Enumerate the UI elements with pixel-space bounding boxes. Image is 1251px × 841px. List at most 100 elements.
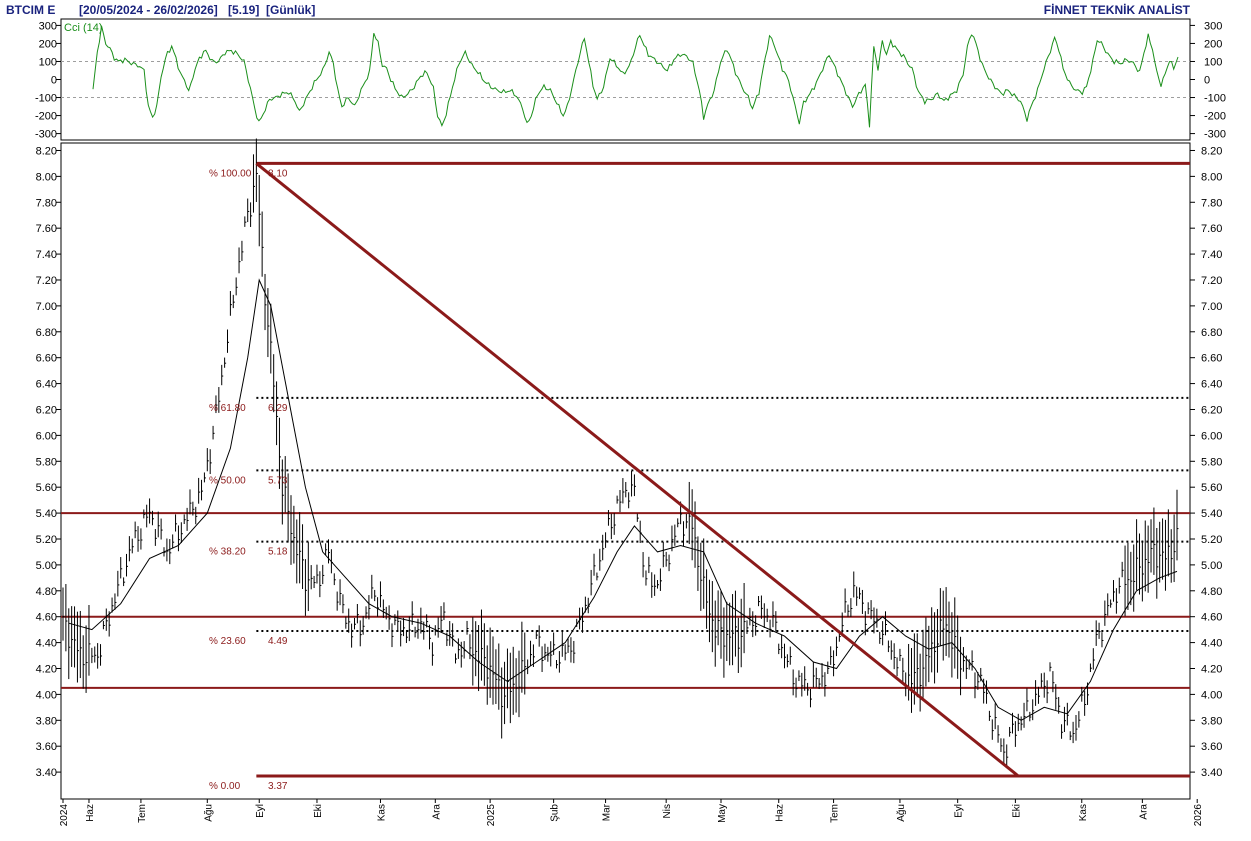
- x-tick-label: Eyl: [255, 804, 266, 818]
- chart-date-range: [20/05/2024 - 26/02/2026]: [79, 3, 218, 17]
- price-ytick-right: 7.80: [1201, 197, 1222, 209]
- x-tick-label: Eki: [313, 804, 324, 818]
- cci-ytick-right: 100: [1204, 56, 1222, 68]
- price-ytick-right: 4.20: [1201, 663, 1222, 675]
- x-tick-label: Ara: [1138, 804, 1149, 820]
- cci-ytick-right: -100: [1204, 93, 1226, 105]
- price-ytick-left: 7.60: [36, 223, 57, 235]
- x-tick-label: Nis: [662, 804, 673, 818]
- price-ytick-right: 5.20: [1201, 534, 1222, 546]
- price-ytick-right: 3.60: [1201, 741, 1222, 753]
- price-ytick-left: 3.80: [36, 715, 57, 727]
- x-tick-label: Kas: [1078, 804, 1089, 821]
- x-tick-label: Haz: [85, 804, 96, 822]
- price-panel-frame: [60, 142, 1191, 800]
- price-ytick-right: 7.60: [1201, 223, 1222, 235]
- cci-ytick-left: 0: [51, 75, 57, 87]
- fib-label: % 50.00: [209, 475, 246, 486]
- price-ytick-right: 5.00: [1201, 560, 1222, 572]
- cci-ytick-right: 0: [1204, 75, 1210, 87]
- fib-price: 5.18: [268, 547, 288, 558]
- chart-symbol: BTCIM E: [6, 3, 55, 17]
- price-ytick-right: 4.00: [1201, 689, 1222, 701]
- x-axis: 2024 Haz Tem Ağu Eyl Eki Kas Ara 2025 Şub Mar Nis Ma…: [59, 799, 1204, 827]
- chart-last-price: [5.19]: [228, 3, 259, 17]
- x-tick-label: 2025: [486, 804, 497, 827]
- cci-ytick-right: -300: [1204, 129, 1226, 141]
- price-ytick-left: 8.00: [36, 171, 57, 183]
- price-ytick-right: 7.20: [1201, 275, 1222, 287]
- fib-price: 4.49: [268, 636, 288, 647]
- price-ytick-right: 4.80: [1201, 586, 1222, 598]
- fib-price: 6.29: [268, 403, 288, 414]
- x-tick-label: Tem: [137, 804, 148, 823]
- cci-ytick-right: 200: [1204, 38, 1222, 50]
- fib-price: 3.37: [268, 781, 288, 792]
- brand-label: FİNNET TEKNİK ANALİST: [1044, 2, 1191, 17]
- price-ytick-right: 7.00: [1201, 301, 1222, 313]
- fib-price: 8.10: [268, 168, 288, 179]
- x-tick-label: Mar: [602, 803, 613, 821]
- cci-ytick-left: -100: [35, 93, 57, 105]
- price-ytick-right: 8.00: [1201, 171, 1222, 183]
- price-ytick-left: 5.40: [36, 508, 57, 520]
- cci-series-line: [92, 25, 1179, 128]
- price-ytick-left: 7.20: [36, 275, 57, 287]
- price-ytick-right: 8.20: [1201, 145, 1222, 157]
- price-ytick-left: 6.60: [36, 353, 57, 365]
- price-ytick-right: 3.40: [1201, 767, 1222, 779]
- cci-ytick-right: 300: [1204, 20, 1222, 32]
- x-tick-label: Ağu: [203, 804, 214, 822]
- cci-ytick-right: -200: [1204, 111, 1226, 123]
- price-ytick-left: 7.80: [36, 197, 57, 209]
- x-tick-label: Eyl: [954, 804, 965, 818]
- price-ytick-left: 3.60: [36, 741, 57, 753]
- price-ytick-right: 6.40: [1201, 379, 1222, 391]
- price-ytick-right: 4.40: [1201, 638, 1222, 650]
- x-tick-label: 2026: [1193, 804, 1204, 827]
- fib-price: 5.73: [268, 475, 288, 486]
- price-ytick-right: 6.20: [1201, 404, 1222, 416]
- price-ytick-left: 4.40: [36, 638, 57, 650]
- cci-panel: Cci (14) 300 200 100 0 -100 -200 -300 300 200 10…: [35, 18, 1226, 141]
- price-ytick-left: 4.60: [36, 612, 57, 624]
- cci-legend: Cci (14): [64, 22, 103, 34]
- price-ytick-left: 6.40: [36, 379, 57, 391]
- x-tick-label: Ağu: [896, 804, 907, 822]
- price-panel: 8.20 8.00 7.80 7.60 7.40 7.20 7.00 6.80 6.60 6.40…: [36, 138, 1222, 800]
- price-ytick-left: 4.80: [36, 586, 57, 598]
- price-ytick-left: 3.40: [36, 767, 57, 779]
- cci-ytick-left: 200: [39, 38, 57, 50]
- price-ytick-right: 4.60: [1201, 612, 1222, 624]
- price-ytick-right: 3.80: [1201, 715, 1222, 727]
- cci-ytick-left: -300: [35, 129, 57, 141]
- x-tick-label: Tem: [830, 804, 841, 823]
- cci-ytick-left: -200: [35, 111, 57, 123]
- chart-period: [Günlük]: [266, 3, 315, 17]
- price-ytick-left: 4.00: [36, 689, 57, 701]
- price-ytick-left: 4.20: [36, 663, 57, 675]
- price-ytick-right: 6.80: [1201, 327, 1222, 339]
- price-ytick-left: 5.00: [36, 560, 57, 572]
- price-ytick-right: 5.80: [1201, 456, 1222, 468]
- price-ytick-right: 6.60: [1201, 353, 1222, 365]
- fib-label: % 0.00: [209, 781, 241, 792]
- x-tick-label: Ara: [431, 804, 442, 820]
- x-tick-label: 2024: [59, 804, 70, 827]
- price-ytick-right: 7.40: [1201, 249, 1222, 261]
- price-ytick-left: 5.20: [36, 534, 57, 546]
- x-tick-label: May: [717, 804, 728, 823]
- moving-average-line: [68, 278, 1178, 721]
- price-ytick-left: 8.20: [36, 145, 57, 157]
- price-ytick-right: 5.40: [1201, 508, 1222, 520]
- price-ytick-right: 5.60: [1201, 482, 1222, 494]
- price-ytick-left: 5.80: [36, 456, 57, 468]
- fib-label: % 100.00: [209, 168, 252, 179]
- x-tick-label: Eki: [1011, 804, 1022, 818]
- cci-ytick-left: 300: [39, 20, 57, 32]
- price-ytick-left: 6.20: [36, 404, 57, 416]
- cci-panel-frame: [60, 18, 1191, 141]
- x-tick-label: Şub: [550, 804, 561, 822]
- fib-label: % 38.20: [209, 547, 246, 558]
